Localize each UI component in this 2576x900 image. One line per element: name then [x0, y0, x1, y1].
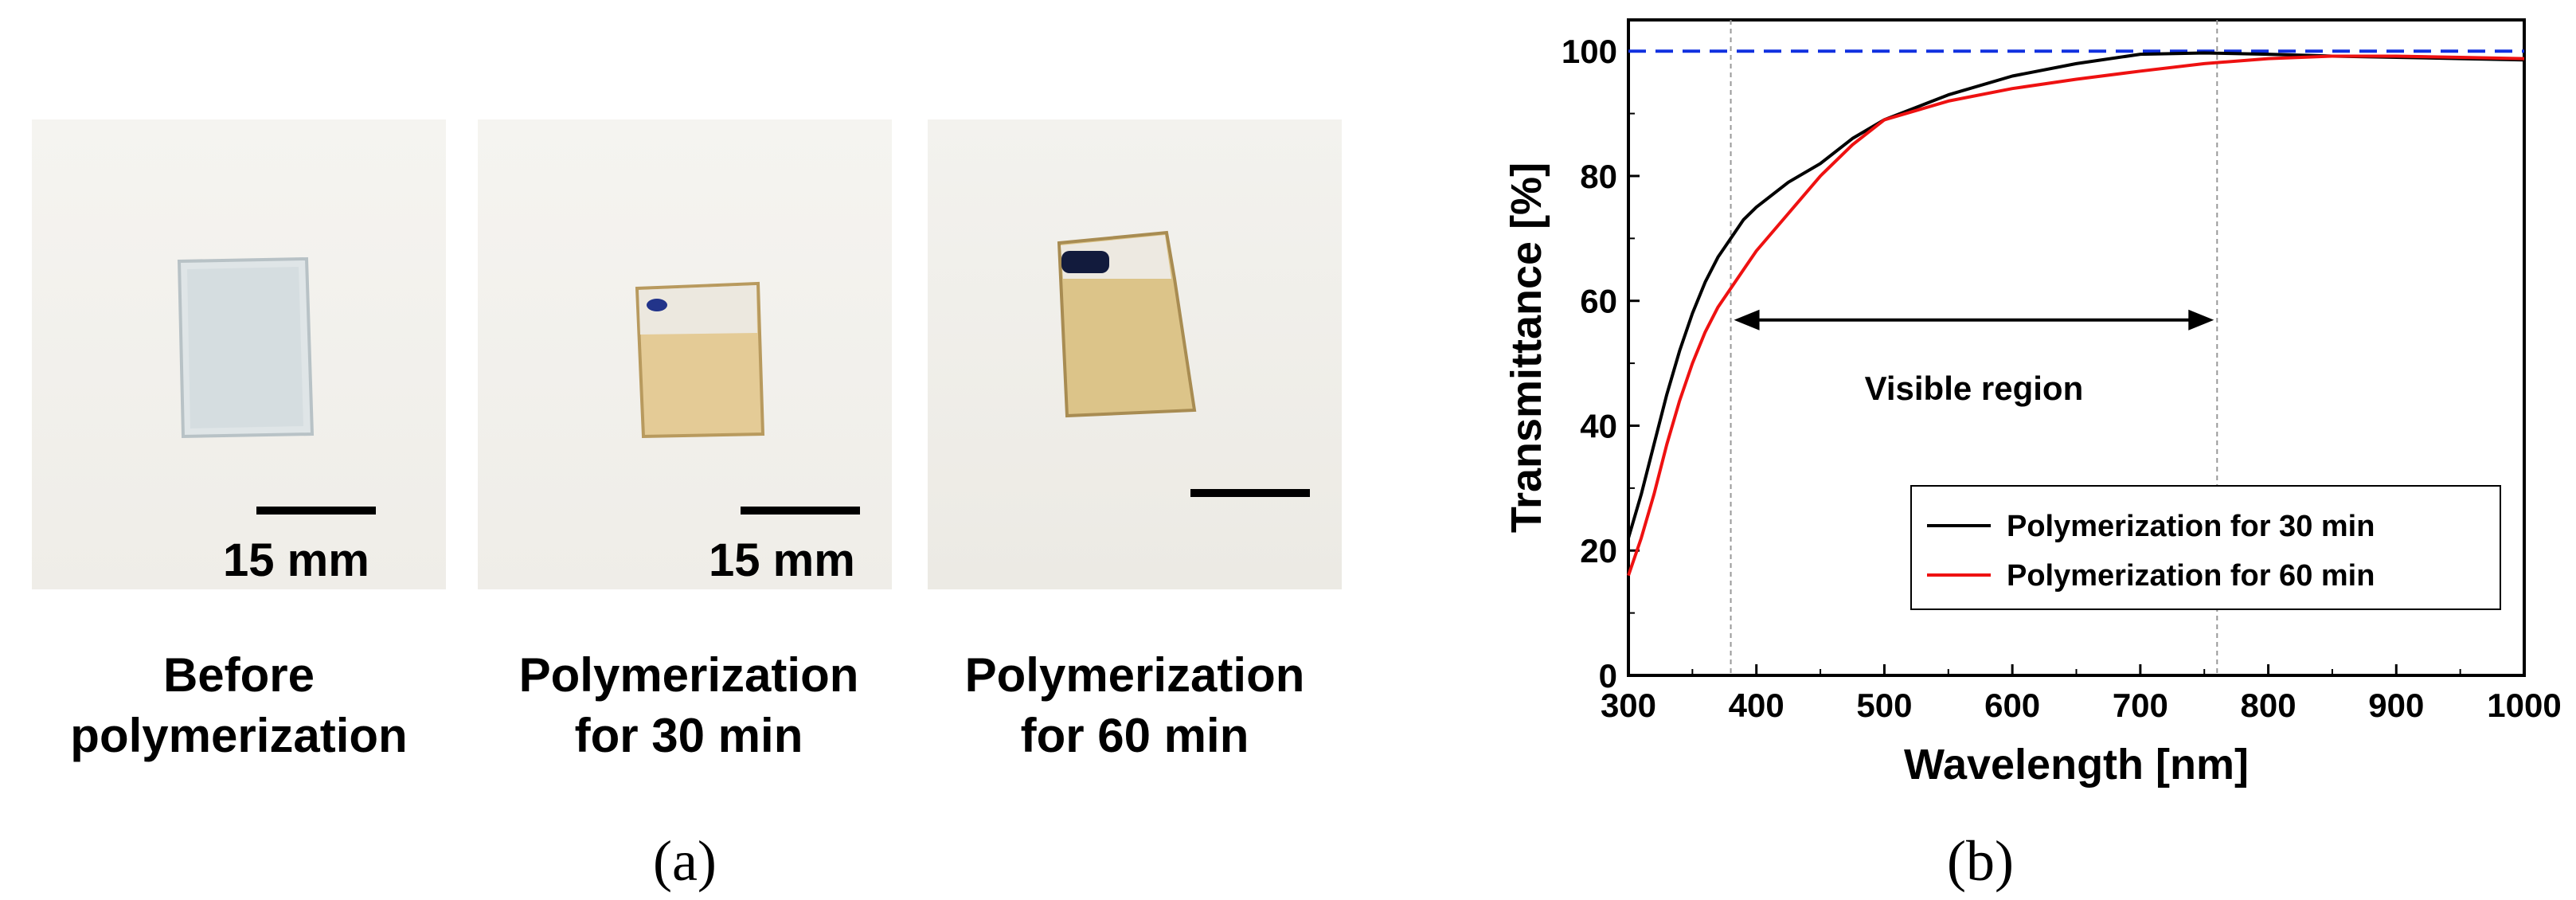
y-tick-label: 80: [1580, 158, 1617, 195]
panel-a: 15 mm 15 mm Before polymerization Polyme…: [16, 119, 1358, 893]
scale-bar: [256, 507, 376, 515]
x-tick-label: 500: [1856, 687, 1912, 724]
x-tick-label: 1000: [2487, 687, 2561, 724]
caption-line: Polymerization: [518, 648, 859, 702]
y-tick-label: 60: [1580, 283, 1617, 320]
y-tick-label: 100: [1562, 33, 1617, 70]
legend-label: Polymerization for 60 min: [2007, 559, 2375, 593]
y-axis-title: Transmittance [%]: [1503, 162, 1550, 533]
series-line-60min: [1627, 54, 2525, 577]
caption-line: Before: [162, 648, 315, 702]
panel-b-label: (b): [1947, 829, 2014, 893]
x-tick-label: 800: [2241, 687, 2297, 724]
caption-60min: Polymerization for 60 min: [912, 645, 1358, 766]
caption-line: for 60 min: [1020, 709, 1249, 762]
visible-region-label: Visible region: [1865, 370, 2084, 407]
ink-mark: [647, 299, 667, 311]
y-tick-label: 40: [1580, 407, 1617, 444]
photo-before-polymerization: 15 mm: [32, 119, 446, 589]
arrow-head-right: [2188, 309, 2214, 331]
scale-label: 15 mm: [709, 534, 855, 586]
legend-box: [1910, 485, 2501, 610]
film-amber-30: [635, 281, 765, 439]
x-axis-title: Wavelength [nm]: [1904, 741, 2249, 788]
y-tick-label: 0: [1599, 657, 1617, 695]
caption-line: polymerization: [70, 709, 408, 762]
legend-label: Polymerization for 30 min: [2007, 510, 2375, 543]
x-tick-label: 400: [1729, 687, 1784, 724]
x-tick-label: 900: [2368, 687, 2424, 724]
series-line-30min: [1627, 51, 2525, 539]
photo-polymerization-60min: [928, 119, 1342, 589]
transmittance-chart: 300 400 500 600 700 800 900 1000 0 20 40 60 80 100 Wav…: [1503, 18, 2562, 788]
caption-before: Before polymerization: [16, 645, 462, 766]
scale-bar: [1190, 489, 1310, 497]
photo-polymerization-30min: 15 mm: [478, 119, 892, 589]
caption-30min: Polymerization for 30 min: [466, 645, 912, 766]
x-tick-label: 300: [1601, 687, 1656, 724]
ink-mark: [1061, 251, 1109, 273]
caption-line: for 30 min: [574, 709, 803, 762]
arrow-head-left: [1734, 309, 1760, 331]
film-amber-60: [1057, 230, 1197, 418]
x-tick-label: 700: [2113, 687, 2168, 724]
panel-a-label: (a): [653, 829, 717, 893]
y-tick-label: 20: [1580, 532, 1617, 569]
scale-bar: [741, 507, 860, 515]
film-clear: [177, 256, 315, 439]
x-tick-label: 600: [1984, 687, 2040, 724]
caption-line: Polymerization: [964, 648, 1305, 702]
scale-label: 15 mm: [223, 534, 369, 586]
